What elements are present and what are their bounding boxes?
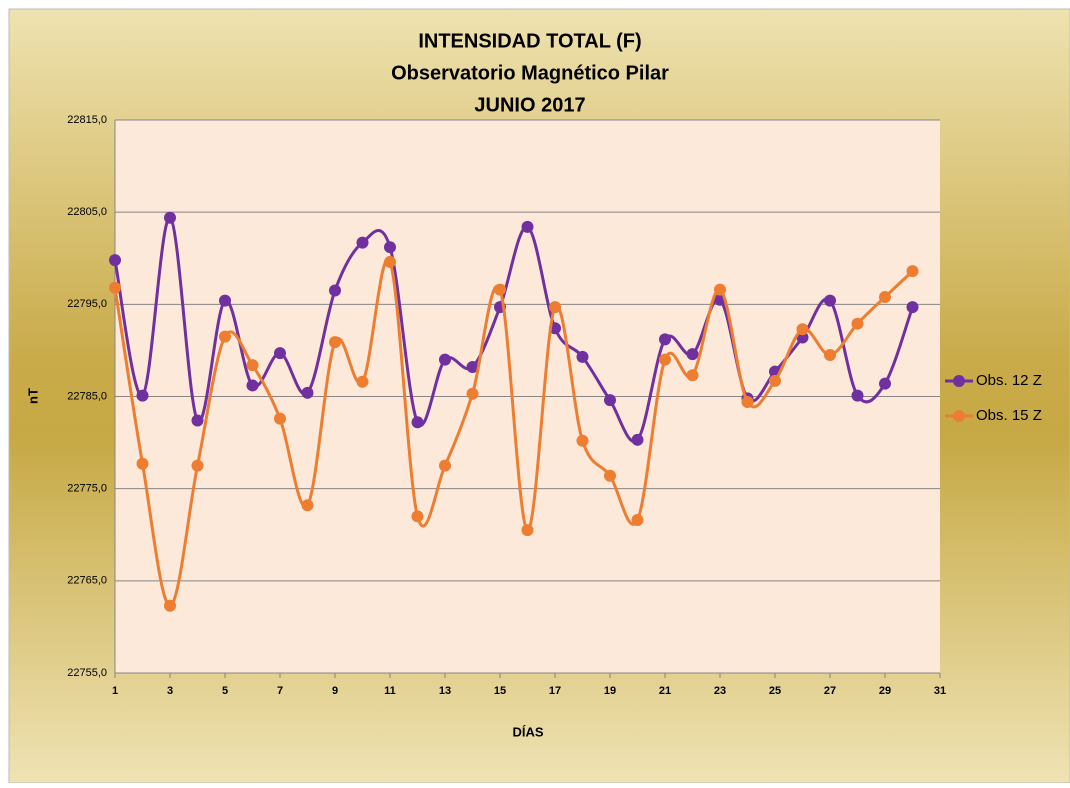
data-point bbox=[631, 433, 644, 446]
data-point bbox=[631, 514, 644, 527]
data-point bbox=[549, 301, 561, 314]
x-tick-label: 31 bbox=[934, 685, 946, 697]
data-point bbox=[301, 499, 314, 512]
x-tick-label: 5 bbox=[222, 685, 228, 697]
data-point bbox=[411, 510, 424, 523]
x-tick-label: 7 bbox=[277, 685, 283, 697]
data-point bbox=[301, 386, 314, 399]
data-point bbox=[494, 283, 506, 296]
data-point bbox=[109, 281, 121, 294]
y-tick-label: 22755,0 bbox=[67, 667, 107, 679]
data-point bbox=[164, 211, 176, 224]
chart-title: JUNIO 2017 bbox=[474, 94, 585, 116]
x-tick-label: 29 bbox=[879, 685, 891, 697]
data-point bbox=[439, 459, 451, 472]
x-tick-label: 25 bbox=[769, 685, 781, 697]
x-axis-label: DÍAS bbox=[512, 724, 543, 739]
data-point bbox=[906, 301, 919, 314]
data-point bbox=[769, 374, 781, 387]
data-point bbox=[906, 265, 919, 278]
data-point bbox=[576, 350, 589, 363]
data-point bbox=[191, 414, 204, 427]
data-point bbox=[136, 389, 149, 402]
data-point bbox=[879, 290, 891, 303]
data-point bbox=[164, 599, 176, 612]
chart-title: INTENSIDAD TOTAL (F) bbox=[418, 30, 641, 52]
data-point bbox=[329, 284, 341, 297]
data-point bbox=[686, 348, 699, 361]
x-tick-label: 3 bbox=[167, 685, 173, 697]
data-point bbox=[576, 434, 589, 447]
data-point bbox=[109, 254, 121, 267]
data-point bbox=[879, 377, 891, 390]
x-tick-label: 17 bbox=[549, 685, 561, 697]
data-point bbox=[686, 369, 699, 382]
x-tick-label: 11 bbox=[384, 685, 396, 697]
x-tick-label: 21 bbox=[659, 685, 671, 697]
data-point bbox=[274, 412, 286, 425]
y-tick-label: 22785,0 bbox=[67, 390, 107, 402]
data-point bbox=[714, 283, 726, 296]
data-point bbox=[384, 241, 396, 254]
data-point bbox=[246, 359, 259, 372]
data-point bbox=[356, 375, 369, 388]
data-point bbox=[521, 220, 534, 233]
data-point bbox=[466, 387, 479, 400]
data-point bbox=[796, 323, 809, 336]
data-point bbox=[411, 416, 424, 429]
data-point bbox=[219, 294, 231, 307]
x-tick-label: 9 bbox=[332, 685, 338, 697]
y-tick-label: 22805,0 bbox=[67, 206, 107, 218]
data-point bbox=[604, 394, 616, 407]
y-axis-label: nT bbox=[25, 388, 40, 404]
legend-marker bbox=[953, 375, 965, 387]
data-point bbox=[659, 353, 671, 366]
y-tick-label: 22775,0 bbox=[67, 483, 107, 495]
y-tick-label: 22815,0 bbox=[67, 114, 107, 126]
legend-label: Obs. 12 Z bbox=[976, 372, 1042, 389]
chart-title: Observatorio Magnético Pilar bbox=[391, 62, 669, 84]
data-point bbox=[851, 389, 864, 402]
data-point bbox=[796, 331, 809, 344]
x-tick-label: 23 bbox=[714, 685, 726, 697]
legend-marker bbox=[953, 410, 965, 422]
series-line bbox=[113, 257, 914, 608]
data-point bbox=[274, 347, 286, 360]
data-point bbox=[851, 317, 864, 330]
x-tick-label: 19 bbox=[604, 685, 616, 697]
x-tick-label: 13 bbox=[439, 685, 451, 697]
data-point bbox=[136, 457, 149, 470]
data-point bbox=[439, 353, 451, 366]
data-point bbox=[219, 330, 231, 343]
y-tick-label: 22765,0 bbox=[67, 575, 107, 587]
data-point bbox=[191, 459, 204, 472]
y-tick-label: 22795,0 bbox=[67, 298, 107, 310]
data-point bbox=[824, 349, 836, 362]
data-point bbox=[246, 379, 259, 392]
data-point bbox=[466, 361, 479, 374]
data-point bbox=[521, 524, 534, 537]
data-point bbox=[356, 236, 369, 249]
data-point bbox=[604, 469, 616, 482]
data-point bbox=[659, 333, 671, 346]
data-point bbox=[824, 294, 836, 307]
x-tick-label: 1 bbox=[112, 685, 118, 697]
x-tick-label: 27 bbox=[824, 685, 836, 697]
legend-label: Obs. 15 Z bbox=[976, 407, 1042, 424]
data-point bbox=[329, 336, 341, 349]
data-point bbox=[384, 255, 396, 268]
data-point bbox=[741, 396, 754, 409]
x-tick-label: 15 bbox=[494, 685, 506, 697]
